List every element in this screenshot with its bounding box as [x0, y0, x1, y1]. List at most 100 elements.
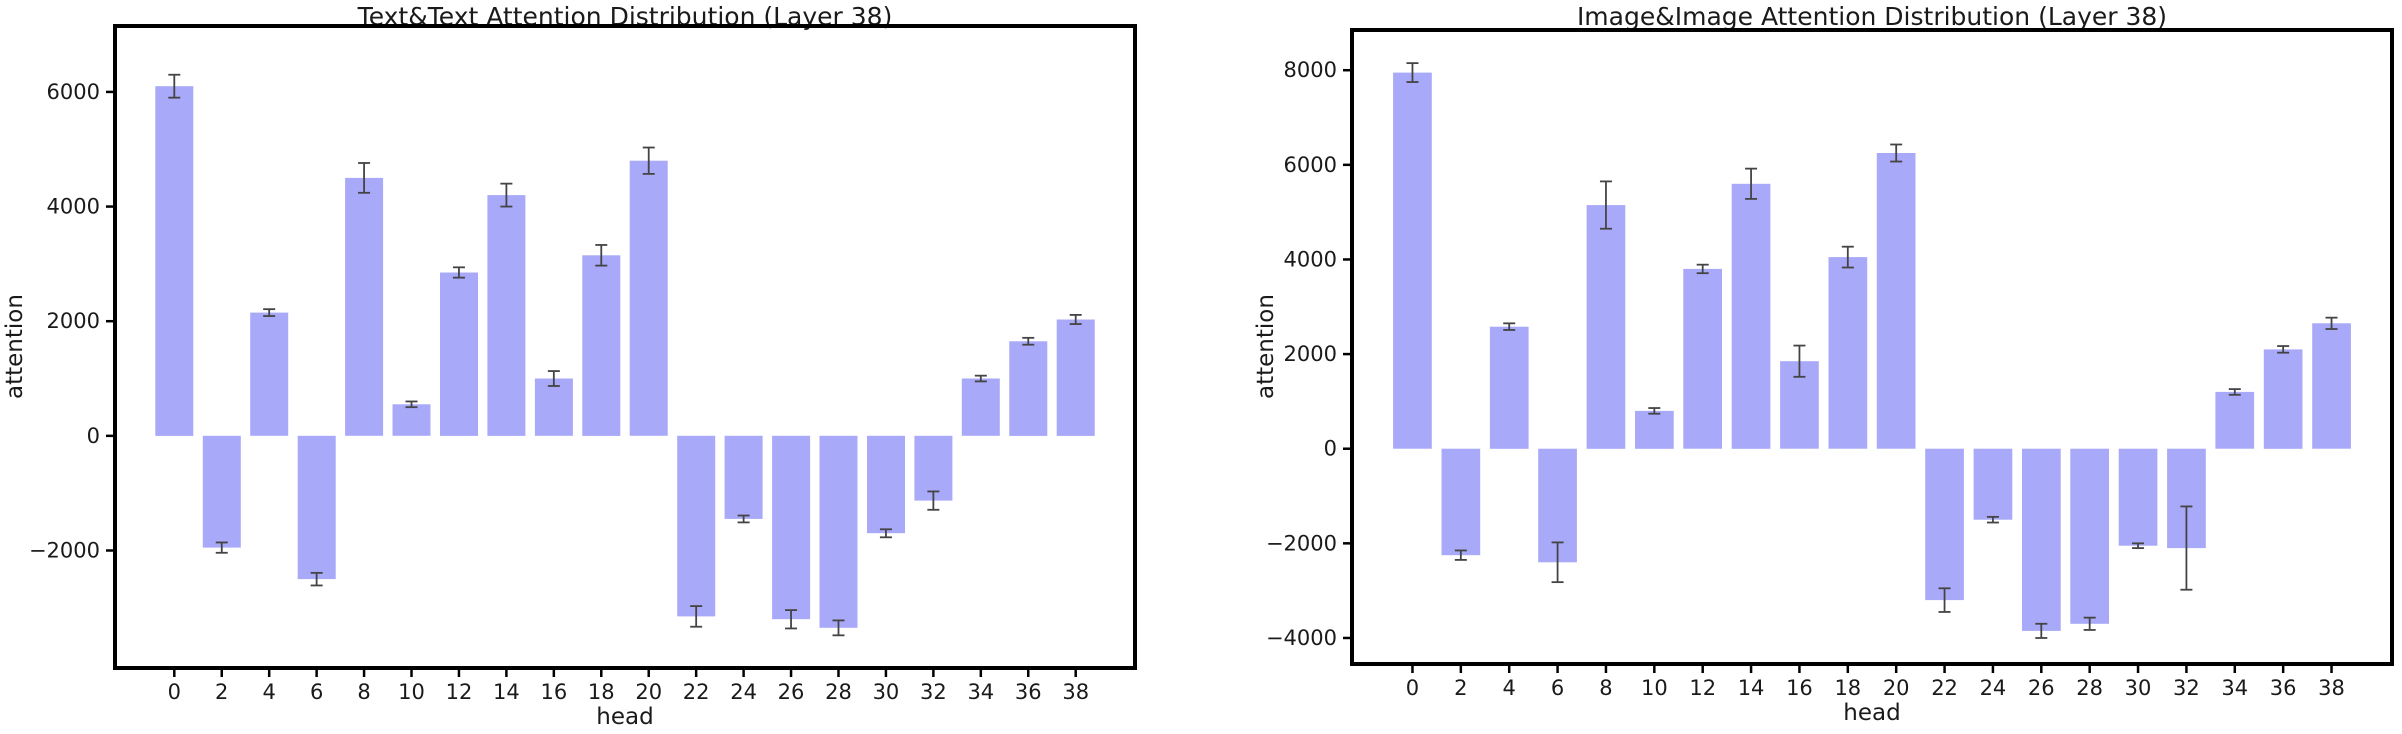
x-tick-label: 26 — [778, 680, 805, 704]
error-bar-head-38 — [1069, 313, 1082, 325]
bar-head-30 — [2118, 448, 2158, 546]
error-bar-head-4 — [263, 308, 276, 317]
y-tick-label: 0 — [87, 424, 100, 448]
error-bar-head-26 — [785, 609, 798, 630]
x-tick-label: 30 — [2125, 676, 2152, 700]
error-bar-head-26 — [2035, 622, 2048, 639]
x-tick-label: 28 — [825, 680, 852, 704]
x-tick-label: 14 — [1738, 676, 1765, 700]
y-tick-label: 0 — [1324, 437, 1337, 461]
error-bar-head-4 — [1503, 322, 1516, 331]
bar-head-16 — [534, 378, 573, 436]
error-bar-head-32 — [927, 490, 940, 511]
error-bar-head-0 — [1406, 62, 1419, 83]
bar-head-18 — [582, 255, 621, 436]
y-tick-label: 2000 — [1284, 342, 1337, 366]
error-bar-head-36 — [1022, 336, 1035, 346]
bar-head-22 — [677, 435, 716, 617]
error-bar-head-34 — [2228, 388, 2241, 396]
x-tick-label: 8 — [1599, 676, 1612, 700]
plot-border — [113, 24, 1137, 670]
x-tick-label: 36 — [2270, 676, 2297, 700]
bar-head-24 — [1973, 448, 2013, 520]
error-bar-head-22 — [690, 605, 703, 628]
x-tick-label: 4 — [262, 680, 275, 704]
bar-head-12 — [1683, 268, 1722, 449]
error-bar-head-32 — [2180, 505, 2193, 591]
y-tick-label: 2000 — [47, 309, 100, 333]
bar-head-10 — [392, 404, 431, 436]
x-tick-label: 36 — [1015, 680, 1042, 704]
error-bar-head-6 — [310, 571, 323, 587]
error-bar-head-18 — [595, 244, 608, 267]
x-tick-label: 24 — [1980, 676, 2007, 700]
bar-head-14 — [1731, 183, 1771, 449]
x-tick-label: 14 — [493, 680, 520, 704]
error-bar-head-28 — [832, 619, 845, 637]
y-tick-label: −2000 — [29, 538, 100, 562]
error-bar-head-30 — [2132, 542, 2145, 549]
bar-head-22 — [1925, 448, 1964, 601]
error-bar-head-28 — [2083, 616, 2096, 631]
x-tick-label: 18 — [588, 680, 615, 704]
x-tick-label: 4 — [1503, 676, 1516, 700]
x-tick-label: 26 — [2028, 676, 2055, 700]
error-bar-head-12 — [452, 266, 465, 279]
bar-head-34 — [2215, 391, 2255, 449]
error-bar-head-38 — [2325, 316, 2338, 330]
bar-head-10 — [1635, 410, 1674, 449]
plot-border — [1350, 28, 2394, 666]
error-bar-head-0 — [168, 73, 181, 99]
error-bar-head-30 — [879, 528, 892, 539]
error-bar-head-2 — [215, 541, 228, 554]
bar-head-28 — [2070, 448, 2109, 624]
error-bar-head-14 — [1745, 167, 1758, 200]
x-tick-label: 10 — [398, 680, 425, 704]
error-bar-head-18 — [1841, 245, 1854, 269]
bar-head-14 — [487, 195, 526, 436]
x-tick-label: 16 — [1786, 676, 1813, 700]
bar-head-38 — [1056, 319, 1095, 436]
x-tick-label: 12 — [1689, 676, 1716, 700]
bar-head-8 — [345, 177, 384, 436]
x-tick-label: 30 — [873, 680, 900, 704]
error-bar-head-16 — [547, 370, 560, 387]
error-bar-head-2 — [1454, 549, 1467, 561]
bar-head-4 — [250, 312, 289, 436]
x-tick-label: 0 — [168, 680, 181, 704]
x-axis-label: head — [1843, 700, 1901, 726]
y-tick-label: 4000 — [1284, 247, 1337, 271]
error-bar-head-10 — [405, 400, 418, 409]
x-tick-label: 16 — [540, 680, 567, 704]
x-tick-label: 34 — [2221, 676, 2248, 700]
bar-head-36 — [2263, 349, 2303, 449]
x-tick-label: 6 — [1551, 676, 1564, 700]
x-tick-label: 32 — [920, 680, 947, 704]
x-tick-label: 38 — [1062, 680, 1089, 704]
x-tick-label: 6 — [310, 680, 323, 704]
x-tick-label: 20 — [1883, 676, 1910, 700]
bar-head-28 — [819, 435, 858, 628]
image-image-attention-figure: Image&Image Attention Distribution (Laye… — [1201, 0, 2402, 734]
x-tick-label: 22 — [1931, 676, 1958, 700]
error-bar-head-12 — [1696, 263, 1709, 275]
error-bar-head-34 — [974, 374, 987, 383]
bar-head-26 — [772, 435, 811, 620]
error-bar-head-36 — [2277, 345, 2290, 354]
x-tick-label: 8 — [357, 680, 370, 704]
y-tick-label: 8000 — [1284, 58, 1337, 82]
bar-head-4 — [1489, 326, 1529, 449]
error-bar-head-6 — [1551, 541, 1564, 584]
error-bar-head-24 — [737, 514, 750, 524]
x-tick-label: 0 — [1406, 676, 1419, 700]
y-tick-label: 4000 — [47, 195, 100, 219]
x-tick-label: 28 — [2076, 676, 2103, 700]
error-bar-head-14 — [500, 182, 513, 208]
bar-head-34 — [961, 378, 1000, 436]
bar-head-36 — [1009, 341, 1048, 436]
bar-head-38 — [2312, 323, 2351, 449]
bar-head-6 — [297, 435, 336, 580]
error-bar-head-22 — [1938, 587, 1951, 613]
text-text-attention-figure: Text&Text Attention Distribution (Layer … — [2, 2, 1137, 730]
error-bar-head-8 — [358, 162, 371, 194]
